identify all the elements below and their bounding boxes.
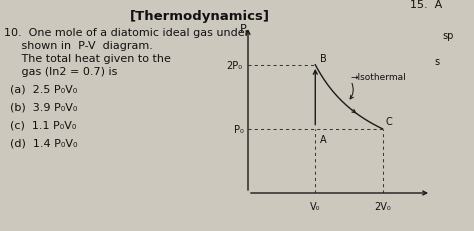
Text: 10.  One mole of a diatomic ideal gas undergoes a process: 10. One mole of a diatomic ideal gas und… [4, 28, 332, 38]
Text: (c)  1.1 P₀V₀: (c) 1.1 P₀V₀ [10, 119, 76, 129]
Text: [Thermodynamics]: [Thermodynamics] [130, 10, 270, 23]
Text: 2V₀: 2V₀ [374, 201, 391, 211]
Text: C: C [386, 117, 392, 127]
Text: gas (ln2 = 0.7) is: gas (ln2 = 0.7) is [4, 67, 118, 77]
Text: (d)  1.4 P₀V₀: (d) 1.4 P₀V₀ [10, 137, 78, 147]
Text: →Isothermal: →Isothermal [350, 73, 406, 81]
Text: (a)  2.5 P₀V₀: (a) 2.5 P₀V₀ [10, 84, 77, 94]
Text: sp: sp [442, 31, 453, 41]
Text: P: P [240, 24, 246, 34]
Text: P₀: P₀ [234, 124, 244, 134]
Text: B: B [320, 54, 327, 64]
Text: (b)  3.9 P₀V₀: (b) 3.9 P₀V₀ [10, 102, 77, 112]
Text: A: A [320, 134, 327, 144]
Text: 2P₀: 2P₀ [227, 61, 243, 70]
Text: V₀: V₀ [310, 201, 320, 211]
Text: The total heat given to the: The total heat given to the [4, 54, 171, 64]
Text: 15.  A: 15. A [410, 0, 442, 10]
Text: shown in  P-V  diagram.: shown in P-V diagram. [4, 41, 153, 51]
Text: s: s [435, 57, 440, 67]
